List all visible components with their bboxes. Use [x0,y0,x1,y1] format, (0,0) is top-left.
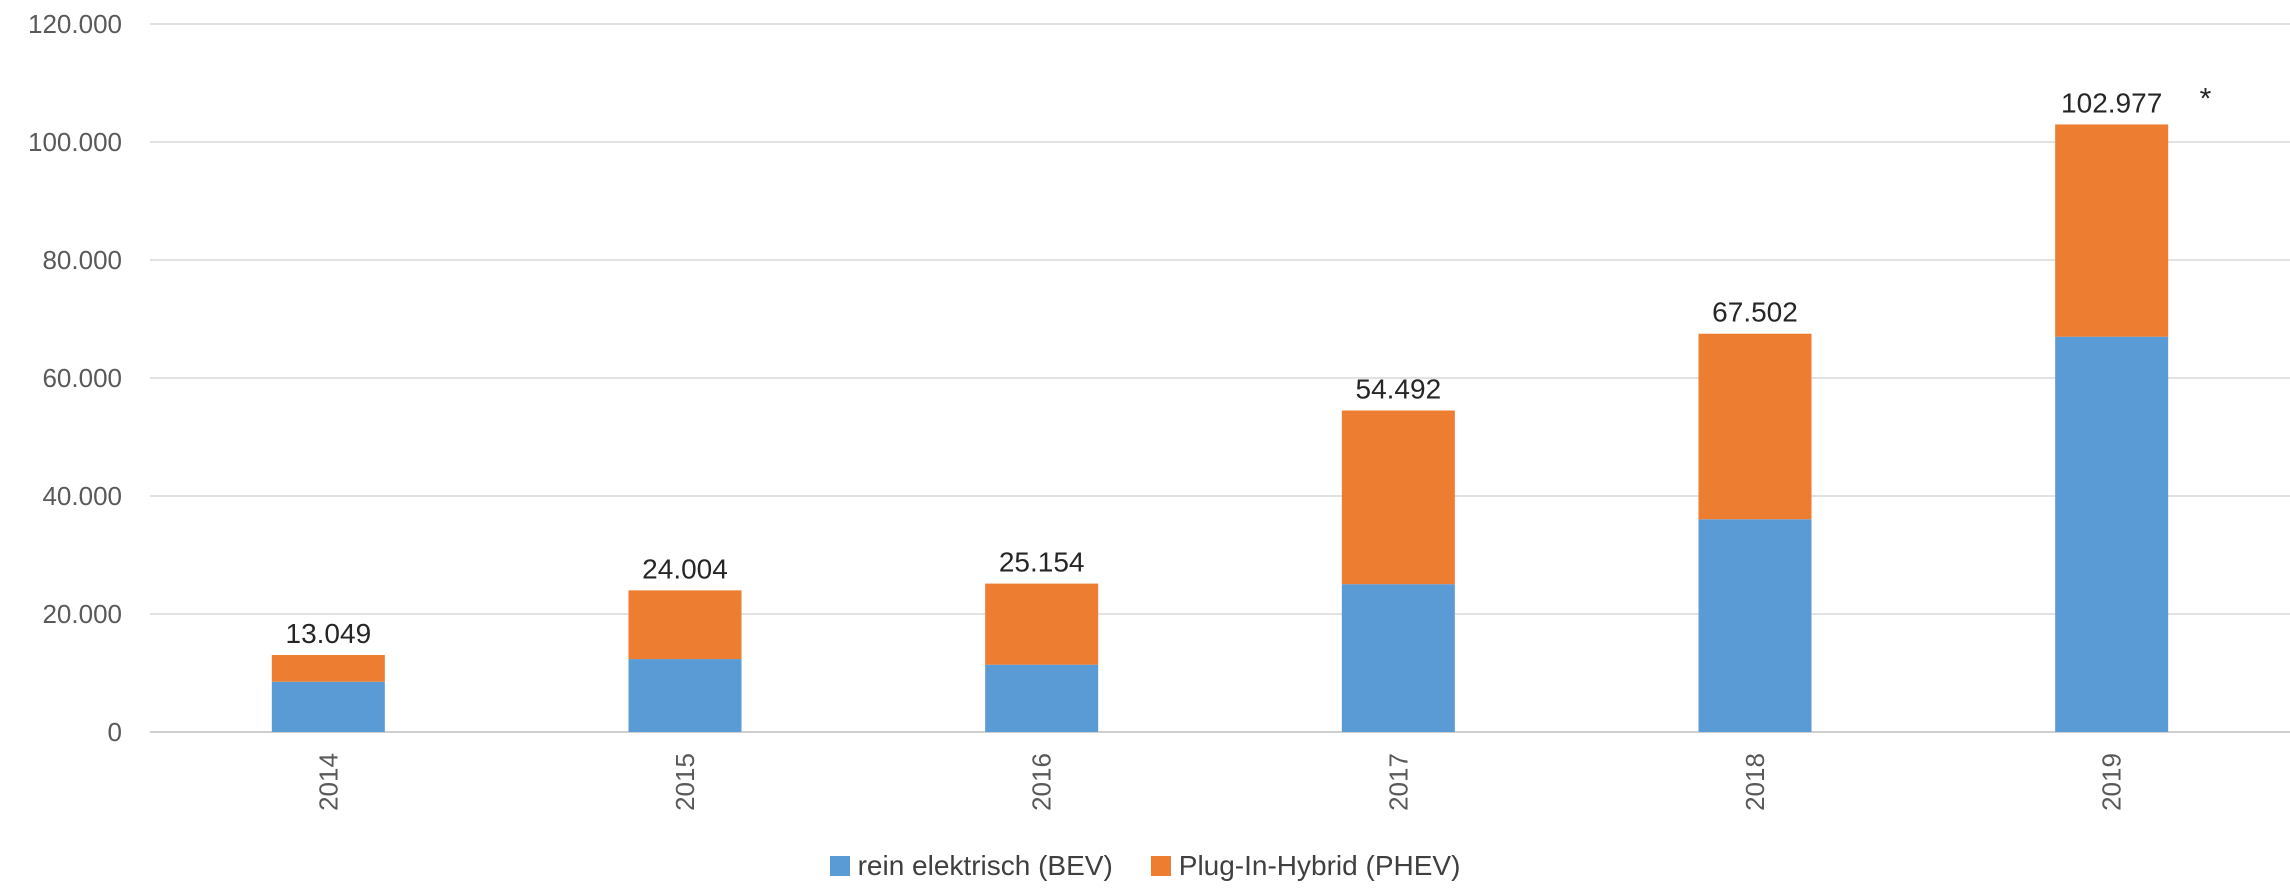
x-tick-label: 2015 [670,753,700,811]
x-tick-label: 2019 [2097,753,2127,811]
x-tick-label: 2017 [1383,753,1413,811]
legend: rein elektrisch (BEV) Plug-In-Hybrid (PH… [0,850,2290,882]
total-label: 102.977 [2061,87,2162,118]
legend-label-phev: Plug-In-Hybrid (PHEV) [1178,850,1461,881]
bar-bev [1341,584,1455,732]
y-tick-label: 0 [108,717,122,747]
y-tick-label: 120.000 [28,9,122,39]
y-tick-label: 20.000 [42,599,122,629]
bar-phev [1698,333,1812,520]
x-tick-label: 2018 [1740,753,1770,811]
total-label: 67.502 [1712,297,1798,328]
bar-bev [985,664,1099,732]
total-label: 13.049 [286,618,372,649]
legend-item-phev: Plug-In-Hybrid (PHEV) [1150,850,1461,882]
total-label: 24.004 [642,553,728,584]
gridlines [150,23,2290,733]
bars [271,124,2169,732]
bar-bev [1698,519,1812,732]
bar-bev [271,681,385,732]
x-axis-tick-labels: 2014 2015 2016 2017 2018 2019 [313,753,2126,811]
y-tick-label: 100.000 [28,127,122,157]
y-axis-tick-labels: 0 20.000 40.000 60.000 80.000 100.000 120.000 [28,9,122,747]
legend-item-bev: rein elektrisch (BEV) [829,850,1113,882]
legend-swatch-phev [1150,856,1171,876]
bar-bev [2055,336,2169,732]
legend-label-bev: rein elektrisch (BEV) [857,850,1113,881]
legend-swatch-bev [829,856,850,876]
total-labels: 13.049 24.004 25.154 54.492 67.502 102.977 [286,87,2163,649]
y-tick-label: 80.000 [42,245,122,275]
bar-phev [1341,410,1455,585]
x-tick-label: 2016 [1027,753,1057,811]
y-tick-label: 40.000 [42,481,122,511]
bar-phev [985,583,1099,665]
total-label: 54.492 [1356,373,1442,404]
x-tick-label: 2014 [313,753,343,811]
bar-phev [2055,124,2169,337]
bar-phev [271,655,385,682]
total-label: 25.154 [999,547,1085,578]
y-tick-label: 60.000 [42,363,122,393]
bar-phev [628,590,742,660]
annotation-asterisk: * [2200,82,2212,115]
bar-bev [628,659,742,732]
